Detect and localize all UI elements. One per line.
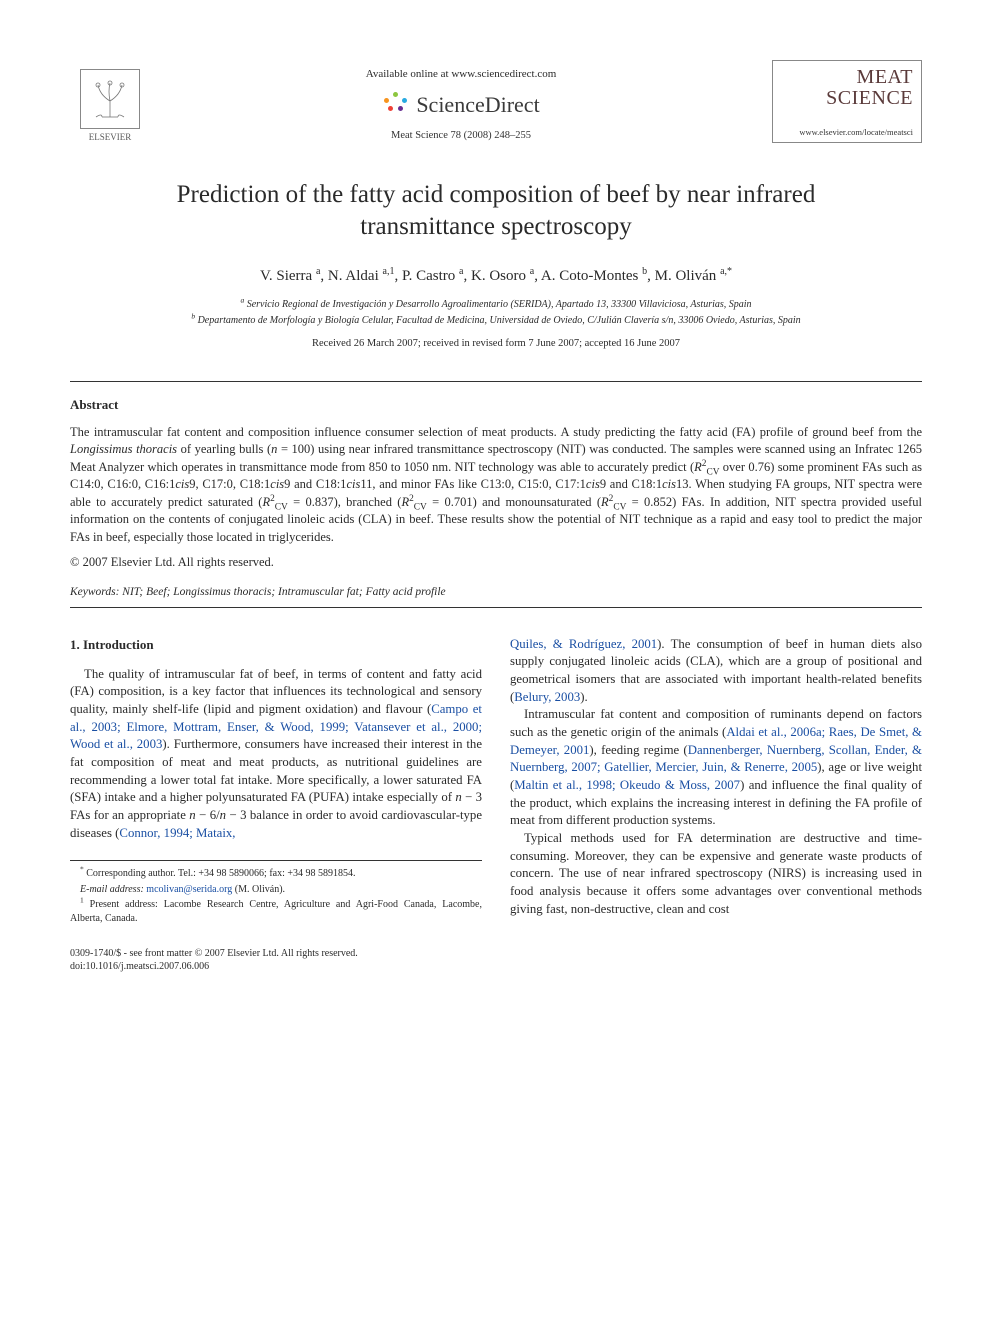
abstract-body: The intramuscular fat content and compos…: [70, 424, 922, 547]
abstract-text: The intramuscular fat content and compos…: [70, 425, 922, 544]
abstract-bottom-rule: [70, 607, 922, 608]
available-online-line: Available online at www.sciencedirect.co…: [170, 67, 752, 82]
article-title: Prediction of the fatty acid composition…: [130, 179, 862, 242]
footnotes-block: * Corresponding author. Tel.: +34 98 589…: [70, 860, 482, 925]
footnote-email-label: E-mail address:: [80, 884, 144, 895]
footnote-corresponding-text: Corresponding author. Tel.: +34 98 58900…: [86, 868, 355, 879]
left-column: 1. Introduction The quality of intramusc…: [70, 636, 482, 974]
intro-para-4: Typical methods used for FA determinatio…: [510, 830, 922, 918]
abstract-copyright: © 2007 Elsevier Ltd. All rights reserved…: [70, 554, 922, 571]
footnote-corresponding: * Corresponding author. Tel.: +34 98 589…: [70, 867, 482, 881]
affiliation-b: b Departamento de Morfología y Biología …: [70, 314, 922, 328]
publisher-logo: ELSEVIER: [70, 69, 150, 143]
author-list: V. Sierra a, N. Aldai a,1, P. Castro a, …: [70, 266, 922, 286]
intro-para-3: Intramuscular fat content and compositio…: [510, 706, 922, 830]
issn-line: 0309-1740/$ - see front matter © 2007 El…: [70, 947, 482, 960]
journal-box-title: MEAT SCIENCE: [781, 67, 913, 109]
keywords-label: Keywords:: [70, 586, 119, 598]
footnote-present-address: 1 Present address: Lacombe Research Cent…: [70, 898, 482, 925]
abstract-heading: Abstract: [70, 396, 922, 414]
intro-heading: 1. Introduction: [70, 636, 482, 654]
affiliation-a-text: Servicio Regional de Investigación y Des…: [247, 299, 752, 310]
sciencedirect-brand-text: ScienceDirect: [416, 90, 539, 120]
journal-citation: Meat Science 78 (2008) 248–255: [170, 129, 752, 143]
abstract-top-rule: [70, 381, 922, 382]
footnote-email: E-mail address: mcolivan@serida.org (M. …: [70, 883, 482, 897]
journal-cover-box: MEAT SCIENCE www.elsevier.com/locate/mea…: [772, 60, 922, 143]
affiliation-b-text: Departamento de Morfología y Biología Ce…: [198, 315, 801, 326]
right-column: Quiles, & Rodríguez, 2001). The consumpt…: [510, 636, 922, 974]
keywords-line: Keywords: NIT; Beef; Longissimus thoraci…: [70, 585, 922, 601]
sciencedirect-dots-icon: [382, 90, 410, 118]
intro-para-2: Quiles, & Rodríguez, 2001). The consumpt…: [510, 636, 922, 707]
header-center: Available online at www.sciencedirect.co…: [150, 67, 772, 144]
page-header: ELSEVIER Available online at www.science…: [70, 60, 922, 143]
keywords-text: NIT; Beef; Longissimus thoracis; Intramu…: [122, 586, 445, 598]
elsevier-tree-icon: [80, 69, 140, 129]
publisher-name: ELSEVIER: [89, 131, 132, 143]
footnote-email-link[interactable]: mcolivan@serida.org: [146, 884, 232, 895]
body-columns: 1. Introduction The quality of intramusc…: [70, 636, 922, 974]
doi-line: doi:10.1016/j.meatsci.2007.06.006: [70, 960, 482, 973]
journal-box-url: www.elsevier.com/locate/meatsci: [781, 127, 913, 138]
footnote-email-author: (M. Oliván).: [235, 884, 285, 895]
sciencedirect-logo: ScienceDirect: [382, 90, 539, 120]
intro-para-1: The quality of intramuscular fat of beef…: [70, 666, 482, 843]
article-dates: Received 26 March 2007; received in revi…: [70, 337, 922, 351]
footnote-note1-text: Present address: Lacombe Research Centre…: [70, 899, 482, 924]
affiliation-a: a Servicio Regional de Investigación y D…: [70, 298, 922, 312]
footer-block: 0309-1740/$ - see front matter © 2007 El…: [70, 947, 482, 973]
